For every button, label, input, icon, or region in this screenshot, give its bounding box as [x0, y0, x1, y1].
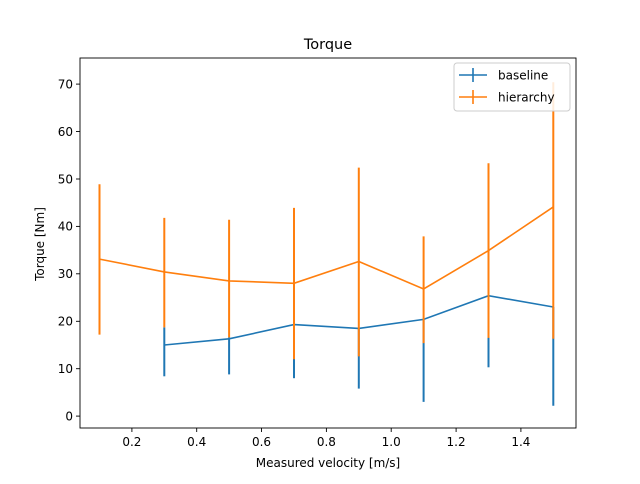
chart-title: Torque	[303, 37, 352, 53]
x-tick-label: 1.2	[447, 435, 466, 449]
y-tick-label: 0	[65, 409, 73, 423]
legend-item-baseline: baseline	[459, 68, 548, 82]
x-axis-label: Measured velocity [m/s]	[256, 456, 401, 470]
x-tick-label: 0.8	[317, 435, 336, 449]
y-tick-label: 30	[58, 267, 73, 281]
legend-label: baseline	[498, 68, 548, 82]
y-tick-label: 20	[58, 315, 73, 329]
y-tick-label: 10	[58, 362, 73, 376]
y-tick-label: 50	[58, 172, 73, 186]
y-tick-label: 60	[58, 125, 73, 139]
y-tick-label: 40	[58, 220, 73, 234]
x-tick-label: 1.0	[382, 435, 401, 449]
legend-item-hierarchy: hierarchy	[459, 90, 555, 104]
legend: baseline hierarchy	[454, 63, 570, 111]
x-tick-label: 0.4	[187, 435, 206, 449]
y-tick-label: 70	[58, 77, 73, 91]
x-tick-label: 0.6	[252, 435, 271, 449]
legend-label: hierarchy	[498, 90, 555, 104]
x-tick-label: 1.4	[511, 435, 530, 449]
y-axis-label: Torque [Nm]	[33, 207, 47, 282]
x-tick-label: 0.2	[122, 435, 141, 449]
